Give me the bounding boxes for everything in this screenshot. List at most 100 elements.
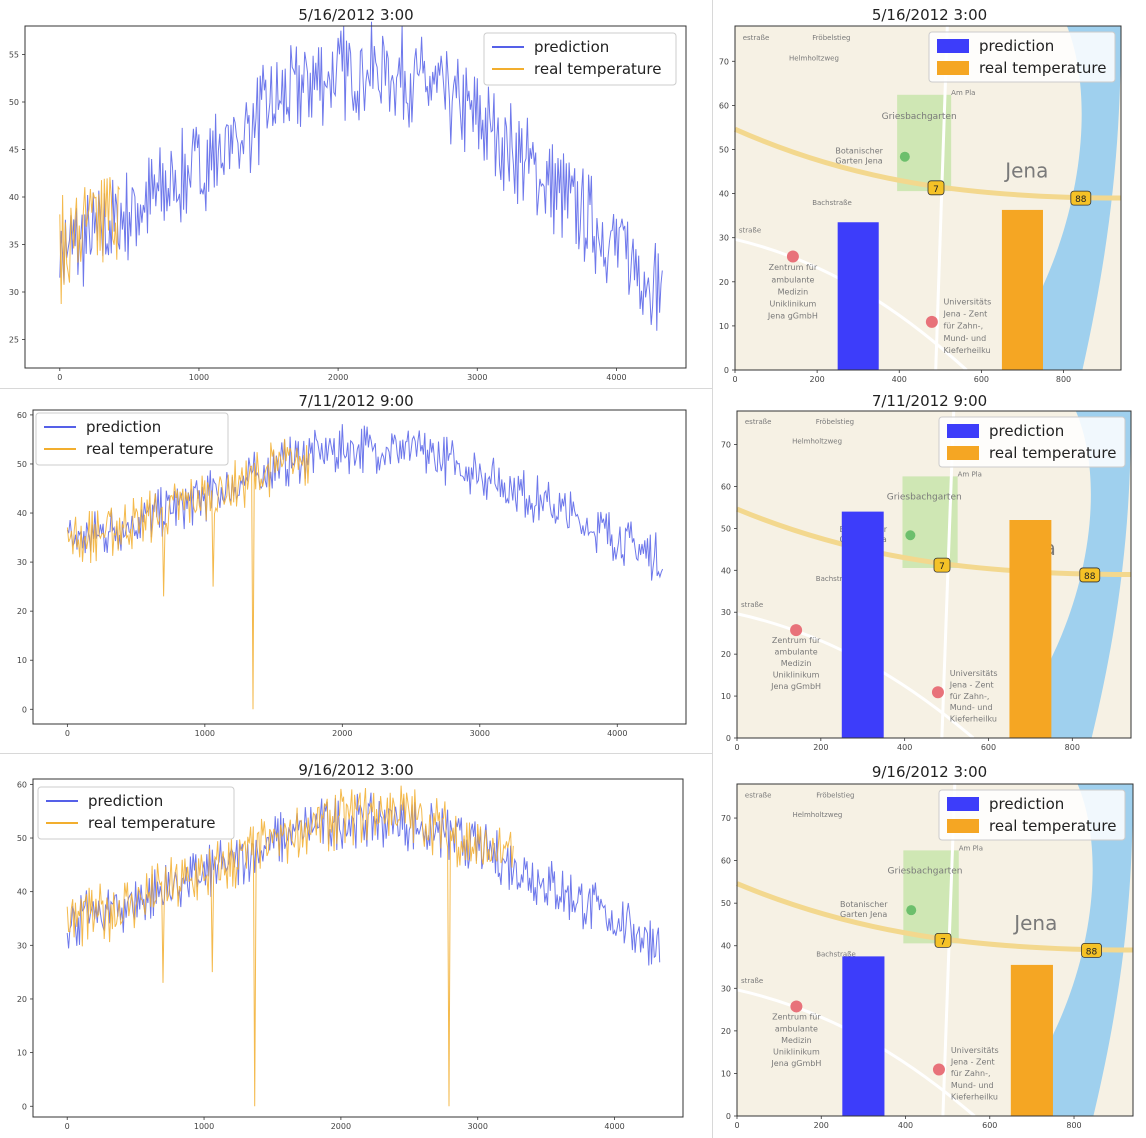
map-label-garten-jena: Garten Jena <box>835 157 882 166</box>
plot-frame <box>32 778 684 1118</box>
legend-label: real temperature <box>989 817 1116 835</box>
map-label-universitat: Jena - Zent <box>942 310 987 319</box>
medical-pin-icon <box>932 1063 945 1076</box>
y-tick-label: 20 <box>721 1027 731 1036</box>
map-label-universitat: Universitäts <box>943 298 991 307</box>
map-label-street: Am Pla <box>951 89 975 97</box>
real-temperature-series-line <box>66 438 310 710</box>
map-label-street: straße <box>741 601 763 609</box>
x-tick-label: 0 <box>57 373 62 382</box>
legend-label: real temperature <box>88 814 215 832</box>
map-label-zentrum: ambulante <box>775 1024 818 1033</box>
map-label-zentrum: Uniklinikum <box>773 1048 820 1057</box>
chart-title: 9/16/2012 3:00 <box>298 761 414 779</box>
x-tick-label: 1000 <box>195 729 215 738</box>
x-tick-label: 1000 <box>189 373 209 382</box>
map-label-botanischer: Botanischer <box>835 146 883 155</box>
chart-title: 7/11/2012 9:00 <box>298 392 414 410</box>
map-label-universitat: für Zahn-, <box>943 322 983 331</box>
y-tick-label: 20 <box>719 278 729 287</box>
road-badge-7-label: 7 <box>933 185 939 195</box>
legend-swatch <box>947 797 979 811</box>
road-badge-88-label: 88 <box>1075 195 1087 205</box>
line-chart-2: 0 1000 2000 3000 4000 0 10 20 30 40 50 60 prediction… <box>17 409 687 738</box>
y-tick-label: 20 <box>721 650 731 659</box>
y-tick-label: 50 <box>9 98 19 107</box>
x-tick-label: 2000 <box>331 1122 351 1131</box>
legend-swatch <box>937 61 969 75</box>
map-label-zentrum: Medizin <box>781 1036 812 1045</box>
prediction-bar <box>842 956 885 1116</box>
row-separator-1 <box>0 388 712 389</box>
x-tick-label: 400 <box>898 1121 913 1130</box>
map-label-zentrum: Medizin <box>778 287 809 296</box>
legend-label: real temperature <box>534 60 661 78</box>
legend-label: real temperature <box>989 444 1116 462</box>
map-label-universitat: Mund- und <box>943 334 986 343</box>
chart-title: 9/16/2012 3:00 <box>871 763 988 781</box>
map-label-griesbachgarten: Griesbachgarten <box>882 112 957 122</box>
y-tick-label: 20 <box>17 995 27 1004</box>
legend-box <box>938 416 1126 468</box>
y-tick-label: 40 <box>17 888 27 897</box>
y-tick-label: 60 <box>17 780 27 789</box>
legend-label: prediction <box>86 418 161 436</box>
road-badge-88-label: 88 <box>1086 947 1098 957</box>
real-temperature-bar <box>1009 520 1052 738</box>
y-tick-label: 10 <box>17 656 27 665</box>
x-tick-label: 400 <box>897 743 912 752</box>
y-tick-label: 40 <box>719 190 729 199</box>
legend-label: real temperature <box>979 59 1106 77</box>
map-label-zentrum: ambulante <box>775 648 818 657</box>
x-tick-label: 200 <box>813 743 828 752</box>
map-label-zentrum: Medizin <box>781 659 812 668</box>
map-label-street: straße <box>739 226 761 234</box>
map-label-universitat: Kieferheilku <box>950 715 997 724</box>
y-tick-label: 30 <box>721 608 731 617</box>
x-tick-label: 800 <box>1056 375 1071 384</box>
y-tick-label: 10 <box>721 1069 731 1078</box>
x-tick-label: 400 <box>892 375 907 384</box>
real-temperature-series-line <box>59 177 121 305</box>
river-shape <box>1022 784 1133 1116</box>
legend-label: prediction <box>979 37 1054 55</box>
x-tick-label: 2000 <box>328 373 348 382</box>
map-label-zentrum: ambulante <box>771 275 814 284</box>
y-tick-label: 20 <box>17 607 27 616</box>
main-road <box>736 506 1132 577</box>
legend-box <box>37 786 235 840</box>
map-label-universitat: Jena - Zent <box>950 1058 995 1067</box>
map-label-griesbachgarten: Griesbachgarten <box>887 492 962 502</box>
y-tick-label: 0 <box>22 705 27 714</box>
medical-pin-icon <box>790 624 803 637</box>
x-tick-label: 2000 <box>332 729 352 738</box>
y-tick-label: 60 <box>719 101 729 110</box>
y-tick-label: 30 <box>719 234 729 243</box>
map-label-griesbachgarten: Griesbachgarten <box>887 867 962 877</box>
prediction-bar <box>841 511 884 738</box>
x-tick-label: 200 <box>809 375 824 384</box>
y-tick-label: 10 <box>17 1049 27 1058</box>
x-tick-label: 0 <box>734 743 739 752</box>
column-separator <box>712 0 713 1138</box>
y-tick-label: 45 <box>9 146 19 155</box>
map-label-zentrum: Jena gGmbH <box>767 311 818 320</box>
map-label-universitat: Mund- und <box>950 703 993 712</box>
medical-pin-icon <box>790 1000 803 1013</box>
map-label-street: Bachstraße <box>816 575 856 583</box>
x-tick-label: 200 <box>814 1121 829 1130</box>
river-shape <box>1020 411 1131 738</box>
plot-frame <box>32 409 687 725</box>
map-label-street: Fröbelstieg <box>816 418 854 426</box>
line-chart-panel-1: 5/16/2012 3:00 0 1000 2000 3000 4000 25 30 35 40… <box>0 0 712 388</box>
chart-title: 5/16/2012 3:00 <box>298 6 414 24</box>
map-label-zentrum: Uniklinikum <box>770 299 817 308</box>
main-road <box>733 126 1122 201</box>
legend-label: prediction <box>534 38 609 56</box>
y-tick-label: 30 <box>17 558 27 567</box>
y-tick-label: 40 <box>721 566 731 575</box>
legend-box <box>483 32 677 86</box>
map-label-garten-jena: Garten Jena <box>840 910 887 919</box>
plot-frame <box>736 410 1132 739</box>
legend-box <box>938 789 1126 841</box>
